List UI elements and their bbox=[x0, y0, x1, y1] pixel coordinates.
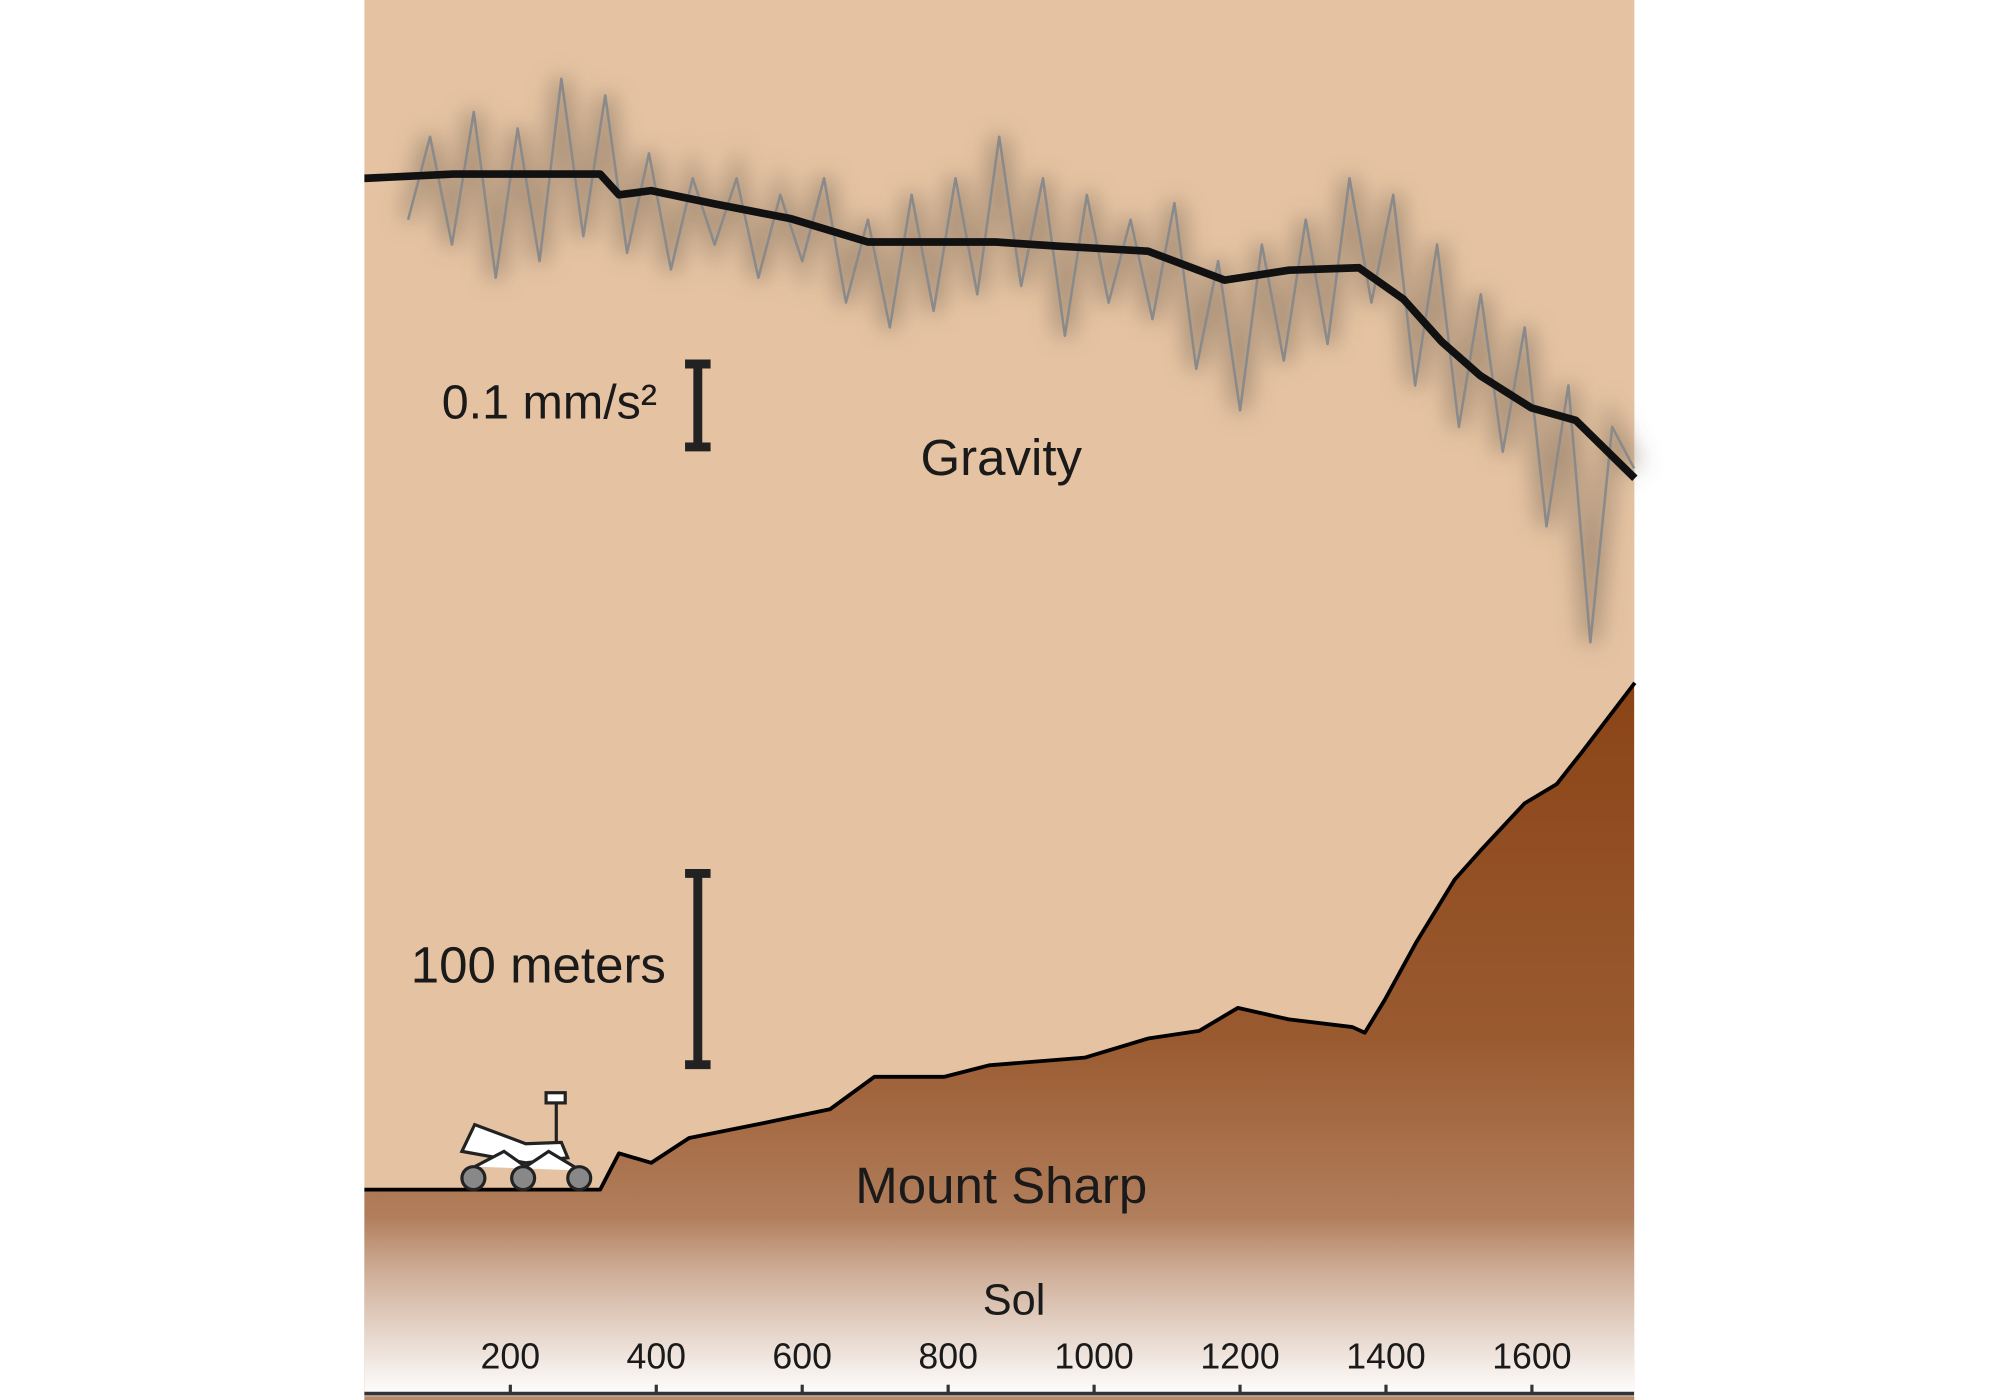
labels: Gravity Mount Sharp Sol bbox=[855, 429, 1147, 1325]
x-tick-label: 1000 bbox=[1054, 1337, 1133, 1377]
elevation-profile bbox=[364, 681, 1637, 1192]
x-tick-label: 600 bbox=[772, 1337, 832, 1377]
scale-bar-label: 0.1 mm/s² bbox=[442, 375, 657, 429]
bottom-fade bbox=[364, 1217, 1635, 1397]
x-axis-label: Sol bbox=[983, 1277, 1046, 1325]
gravity-label: Gravity bbox=[921, 429, 1083, 486]
rover-icon bbox=[459, 1091, 593, 1192]
x-tick-label: 1600 bbox=[1492, 1337, 1571, 1377]
x-tick-label: 200 bbox=[481, 1337, 541, 1377]
scale-bar-label: 100 meters bbox=[411, 937, 666, 994]
x-tick-label: 1400 bbox=[1346, 1337, 1425, 1377]
gravity-measured bbox=[406, 77, 1636, 644]
x-tick-label: 1200 bbox=[1200, 1337, 1279, 1377]
x-tick-label: 800 bbox=[918, 1337, 978, 1377]
scale-bar bbox=[685, 359, 711, 452]
x-tick-label: 400 bbox=[626, 1337, 686, 1377]
scale-bar bbox=[685, 868, 711, 1070]
mount-label: Mount Sharp bbox=[855, 1157, 1147, 1214]
gravity-smooth bbox=[362, 170, 1638, 482]
